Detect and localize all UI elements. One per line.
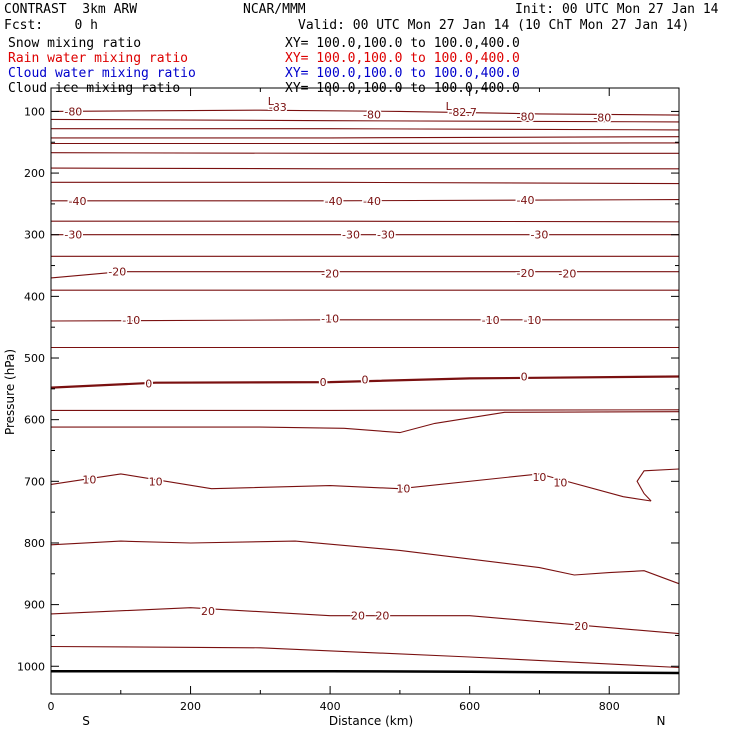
contour-iso-c [51,136,680,139]
contour-iso-a [50,118,680,123]
contour-label: -80 [64,105,82,118]
contour-label: -80 [593,112,611,125]
y-tick-label: 600 [24,414,45,427]
contour-surface [51,669,680,675]
contour-label: L [446,100,453,113]
contour-label: 20 [574,620,588,633]
contour--80 [50,109,680,116]
contour-label: -30 [64,229,82,242]
contour--40 [51,199,680,202]
contour-label: -10 [482,314,500,327]
field-rain-xy: XY= 100.0,100.0 to 100.0,400.0 [285,51,520,66]
contour-iso-e [50,152,679,154]
y-tick-label: 1000 [17,660,45,673]
y-tick-label: 300 [24,229,45,242]
forecast-hour: Fcst: 0 h [4,18,98,33]
contour-label: 20 [375,610,389,623]
contour-lines [50,109,680,675]
y-tick-label: 500 [24,352,45,365]
contour-label: 10 [82,473,96,486]
contour-label: 20 [351,610,365,623]
contour-label: -80 [363,109,381,122]
contour-label: 10 [553,477,567,490]
contour--10 [50,319,679,322]
contour-label: -83 [269,101,287,114]
contour-label: 20 [201,605,215,618]
field-rain-name: Rain water mixing ratio [8,51,189,66]
right-endpoint-label: N [657,714,666,728]
x-tick-label: 400 [320,700,341,713]
y-tick-label: 200 [24,167,45,180]
contour-labels: -80 -83 -80 -82.7 -80 -80 L L -40 -40 -40 -40 -30 -30… [63,93,613,634]
x-tick-label: 0 [48,700,55,713]
left-endpoint-label: S [82,714,90,728]
contour-label: -82.7 [448,106,476,119]
contour-10-closed [636,468,680,502]
contour-iso-n [50,540,680,585]
y-axis-label: Pressure (hPa) [3,349,17,435]
contour-label: -40 [69,195,87,208]
org-label: NCAR/MMM [243,2,306,17]
contour-20 [50,607,680,635]
contour-iso-g [51,181,680,185]
x-tick-label: 200 [180,700,201,713]
contour-0 [50,375,680,389]
contour-label: -20 [108,266,126,279]
y-tick-label: 100 [24,105,45,118]
contour-label: 0 [145,377,152,390]
contour--20 [50,271,679,279]
contour-label: -20 [321,268,339,281]
contour-label: 0 [362,374,369,387]
valid-time: Valid: 00 UTC Mon 27 Jan 14 (10 ChT Mon … [298,18,690,33]
contour-label: -30 [530,229,548,242]
contour-label: 0 [521,371,528,384]
init-time: Init: 00 UTC Mon 27 Jan 14 [515,2,719,17]
contour-label: -10 [523,314,541,327]
contour-iso-b [51,128,680,131]
contour-iso-d [51,142,680,145]
field-cloudwater-xy: XY= 100.0,100.0 to 100.0,400.0 [285,66,520,81]
field-snow-xy: XY= 100.0,100.0 to 100.0,400.0 [285,36,520,51]
contour-label: -30 [377,229,395,242]
contour-label: 10 [532,471,546,484]
contour-iso-h [51,220,680,223]
y-tick-label: 900 [24,599,45,612]
field-snow-name: Snow mixing ratio [8,36,142,51]
contour-label: 10 [149,475,163,488]
contour-iso-m [51,411,680,434]
contour-label: -10 [122,314,140,327]
contour-label: -10 [321,313,339,326]
contour-iso-o [50,645,680,669]
model-title: CONTRAST 3km ARW [4,2,138,17]
contour-iso-l [51,409,680,411]
contour-label: -40 [517,194,535,207]
y-tick-label: 700 [24,475,45,488]
contour-label: L [268,95,275,108]
x-tick-label: 600 [459,700,480,713]
contour-label: -30 [342,229,360,242]
x-tick-label: 800 [599,700,620,713]
y-tick-label: 400 [24,290,45,303]
contour-label: -20 [517,267,535,280]
field-cloudwater-name: Cloud water mixing ratio [8,66,196,81]
plot-frame [50,87,680,695]
contour-label: 10 [396,483,410,496]
contour-label: -40 [325,195,343,208]
x-axis-label: Distance (km) [329,714,413,728]
contour-iso-f [50,167,679,170]
contour-label: -40 [363,195,381,208]
contour-label: 0 [320,376,327,389]
contour-label: -20 [558,268,576,281]
contour-10 [50,473,652,502]
y-tick-label: 800 [24,537,45,550]
contour-label: -80 [517,110,535,123]
